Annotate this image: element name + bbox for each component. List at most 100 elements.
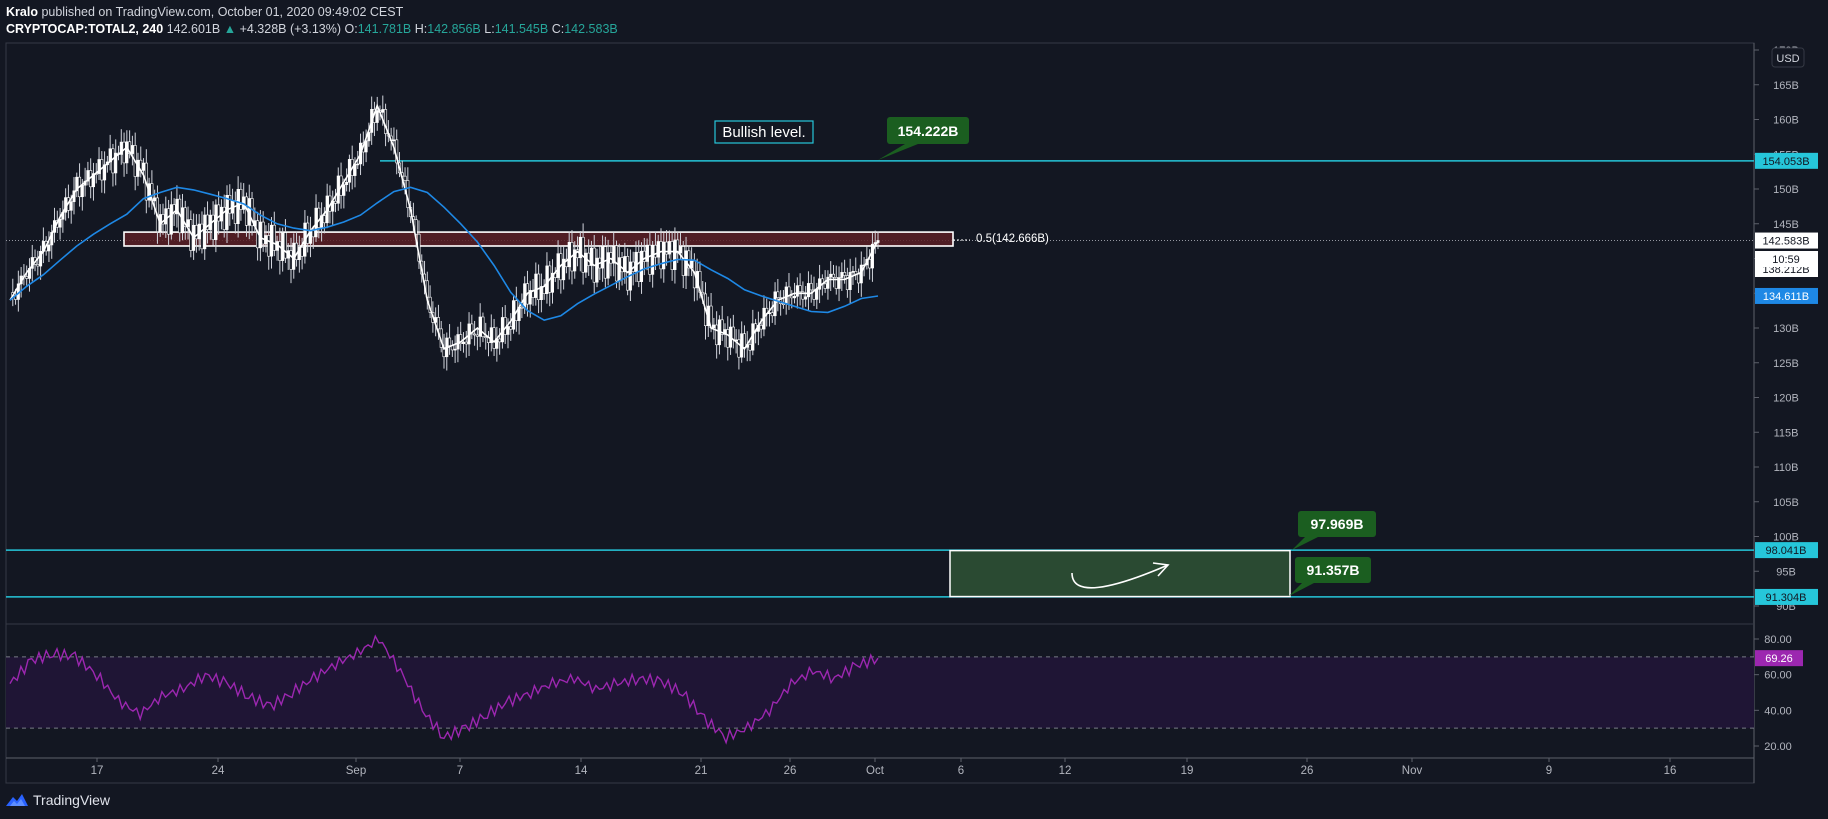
price-label-154: 154.053B <box>1755 152 1818 169</box>
bullish-level-note[interactable]: Bullish level. <box>714 120 814 144</box>
candle-body <box>58 218 62 228</box>
candle-body <box>640 250 644 282</box>
candle-body <box>478 316 482 337</box>
candle-body <box>843 272 847 276</box>
candle-body <box>790 295 794 299</box>
price-label-current-bg <box>1755 232 1818 249</box>
candle-body <box>186 219 190 227</box>
candle-body <box>834 277 838 289</box>
time-tick-label: 7 <box>457 765 463 777</box>
candle-body <box>367 132 371 142</box>
price-label-154-text: 154.053B <box>1762 156 1809 168</box>
candle-body <box>278 241 282 261</box>
author-name[interactable]: Kralo <box>6 5 38 19</box>
callout-91[interactable]: 91.357B <box>1289 557 1371 596</box>
candle-body <box>576 249 580 259</box>
candle-body <box>214 204 218 240</box>
time-axis[interactable]: 17 24 Sep 7 14 21 26 Oct 6 12 19 26 Nov 9 16 <box>91 758 1677 777</box>
rsi-series <box>9 634 879 745</box>
candle-body <box>831 273 835 278</box>
candle-body <box>464 341 468 345</box>
candle-body <box>665 241 669 255</box>
callout-154[interactable]: 154.222B <box>878 117 969 160</box>
candle-body <box>848 272 852 290</box>
candle-body <box>267 235 271 257</box>
price-axis[interactable]: 170B165B160B155B150B145B140B135B130B125B… <box>1754 45 1799 613</box>
candle-body <box>870 243 874 269</box>
callout-97[interactable]: 97.969B <box>1292 511 1376 550</box>
candle-body <box>39 251 43 267</box>
candle-body <box>356 163 360 166</box>
candle-body <box>606 252 610 279</box>
candle-body <box>80 184 84 198</box>
candle-body <box>651 244 655 275</box>
high-value: 142.856B <box>427 22 481 36</box>
candle-body <box>375 110 379 123</box>
price-label-current-text: 142.583B <box>1762 236 1809 248</box>
candle-body <box>595 257 599 283</box>
candle-body <box>436 317 440 330</box>
footer-brand[interactable]: TradingView <box>6 792 110 808</box>
candle-body <box>470 323 474 335</box>
fast-ma-line <box>9 103 879 351</box>
candle-body <box>845 275 849 290</box>
candle-body <box>114 152 118 174</box>
indicator-lines <box>9 103 879 351</box>
candle-body <box>381 109 385 113</box>
candle-body <box>634 251 638 272</box>
rsi-tick-label: 20.00 <box>1764 741 1792 753</box>
candle-body <box>228 194 232 214</box>
candle-body <box>300 247 304 257</box>
candle-body <box>461 341 465 344</box>
candle-body <box>345 181 349 185</box>
candle-body <box>509 326 513 330</box>
candle-body <box>623 256 627 273</box>
candle-body <box>726 329 730 348</box>
price-tick-label: 105B <box>1773 497 1799 509</box>
resistance-zone <box>123 231 954 247</box>
candle-body <box>779 297 783 305</box>
candle-body <box>823 283 827 289</box>
candle-body <box>342 184 346 196</box>
candle-body <box>712 324 716 329</box>
price-tick-label: 150B <box>1773 184 1799 196</box>
candle-body <box>448 337 452 346</box>
candle-body <box>111 148 115 174</box>
candle-body <box>203 214 207 250</box>
candle-body <box>236 189 240 224</box>
candle-body <box>545 265 549 295</box>
rsi-axis[interactable]: 80.00 60.00 40.00 20.00 69.26 <box>1754 634 1803 753</box>
candle-body <box>539 286 543 301</box>
candle-body <box>798 285 802 293</box>
publish-line: Kralo published on TradingView.com, Octo… <box>6 4 618 21</box>
candle-body <box>676 239 680 254</box>
rsi-line <box>9 634 879 745</box>
candle-body <box>715 324 719 346</box>
candle-body <box>311 230 315 238</box>
price-tick-label: 120B <box>1773 393 1799 405</box>
open-value: 141.781B <box>357 22 412 36</box>
candle-body <box>333 200 337 204</box>
candle-body <box>169 204 173 235</box>
candle-body <box>656 241 660 258</box>
candle-body <box>36 264 40 267</box>
currency-badge[interactable]: USD <box>1771 47 1805 68</box>
candle-body <box>142 162 146 171</box>
time-tick-label: 9 <box>1546 765 1552 777</box>
candle-body <box>809 283 813 291</box>
candle-body <box>250 198 254 227</box>
high-label: H: <box>414 22 428 36</box>
candle-body <box>637 251 641 282</box>
symbol-label[interactable]: CRYPTOCAP:TOTAL2, 240 <box>6 22 164 36</box>
candle-body <box>281 232 285 261</box>
candle-body <box>233 200 237 224</box>
candle-body <box>211 214 215 240</box>
price-label-ma: 134.611B <box>1755 287 1818 304</box>
price-tick-label: 160B <box>1773 115 1799 127</box>
candle-body <box>200 223 204 250</box>
rsi-value-label: 69.26 <box>1765 653 1793 665</box>
candle-body <box>125 141 129 164</box>
rsi-value-bg <box>1755 650 1803 667</box>
candle-body <box>851 271 855 273</box>
